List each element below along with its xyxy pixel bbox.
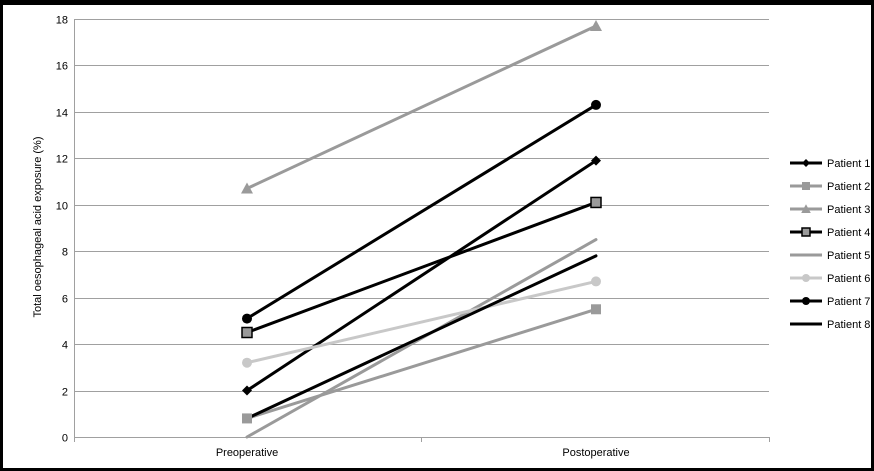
marker-square xyxy=(242,413,252,424)
y-tick-label: 10 xyxy=(56,201,68,213)
legend-label: Patient 2 xyxy=(827,181,870,193)
marker-circle xyxy=(591,276,601,287)
legend-label: Patient 1 xyxy=(827,158,870,170)
series-line xyxy=(245,200,598,334)
marker-square xyxy=(802,182,810,190)
marker-square xyxy=(591,304,601,315)
marker-circle xyxy=(802,297,810,305)
legend-label: Patient 8 xyxy=(827,319,870,331)
y-tick-label: 16 xyxy=(56,61,68,73)
y-tick-label: 14 xyxy=(56,108,68,120)
marker-circle xyxy=(591,99,601,110)
y-tick-label: 4 xyxy=(62,340,68,352)
series-line xyxy=(245,307,598,420)
y-tick-label: 18 xyxy=(56,15,68,27)
marker-diamond xyxy=(591,155,601,166)
series-line xyxy=(245,159,598,393)
marker-square xyxy=(801,227,811,237)
marker-circle xyxy=(802,274,810,282)
y-tick-labels: 0 2 4 6 8 10 12 14 16 18 xyxy=(56,15,68,445)
gridlines xyxy=(74,19,769,438)
marker-square xyxy=(241,326,253,339)
legend-label: Patient 4 xyxy=(827,227,870,239)
marker-square xyxy=(590,196,602,209)
y-tick-label: 0 xyxy=(62,433,68,445)
x-tick-label: Preoperative xyxy=(216,447,278,459)
y-axis-title: Total oesophageal acid exposure (%) xyxy=(32,136,44,317)
y-tick-label: 6 xyxy=(62,294,68,306)
marker-circle xyxy=(242,313,252,324)
series-line xyxy=(245,24,598,191)
y-tick-label: 12 xyxy=(56,154,68,166)
marker-circle xyxy=(242,357,252,368)
x-axis: Preoperative Postoperative xyxy=(74,437,770,459)
series-line xyxy=(245,254,598,420)
legend-label: Patient 6 xyxy=(827,273,870,285)
marker-triangle xyxy=(801,204,811,213)
legend-label: Patient 3 xyxy=(827,204,870,216)
marker-diamond xyxy=(242,385,252,396)
marker-triangle xyxy=(241,182,253,194)
y-tick-label: 2 xyxy=(62,387,68,399)
y-tick-label: 8 xyxy=(62,247,68,259)
series-lines xyxy=(245,24,598,439)
legend-label: Patient 5 xyxy=(827,250,870,262)
marker-diamond xyxy=(802,159,810,167)
x-tick-label: Postoperative xyxy=(562,447,629,459)
series-markers xyxy=(241,19,602,424)
marker-triangle xyxy=(590,19,602,31)
series-line xyxy=(245,279,598,365)
legend-label: Patient 7 xyxy=(827,296,870,308)
series-line xyxy=(245,103,598,321)
legend: Patient 1 Patient 2 Patient 3 Patient 4 Pati… xyxy=(790,158,870,331)
